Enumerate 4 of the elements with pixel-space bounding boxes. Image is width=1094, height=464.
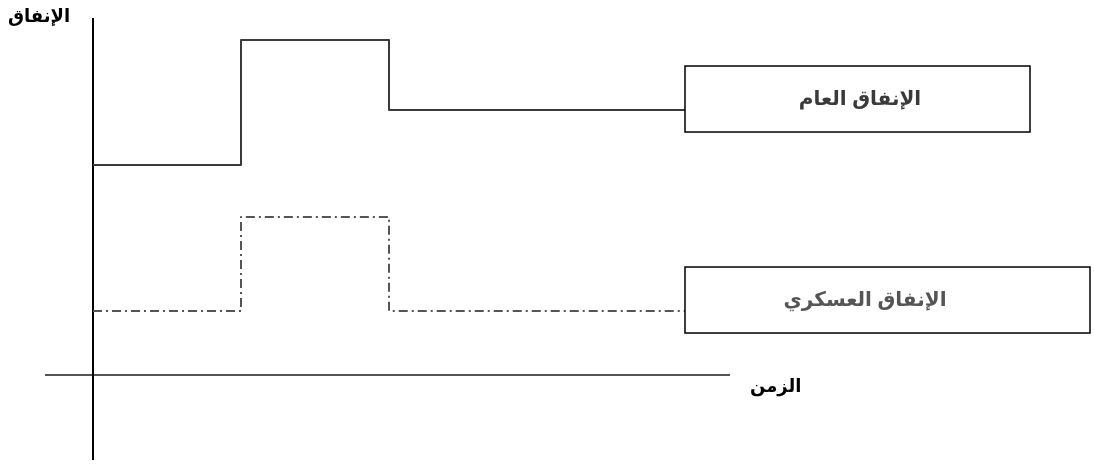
x-axis-title: الزمن bbox=[750, 376, 802, 397]
y-axis-title: الإنفاق bbox=[8, 6, 71, 26]
series-label-box: الإنفاق العام bbox=[684, 65, 1031, 133]
series-label-box: الإنفاق العسكري bbox=[684, 266, 1091, 334]
